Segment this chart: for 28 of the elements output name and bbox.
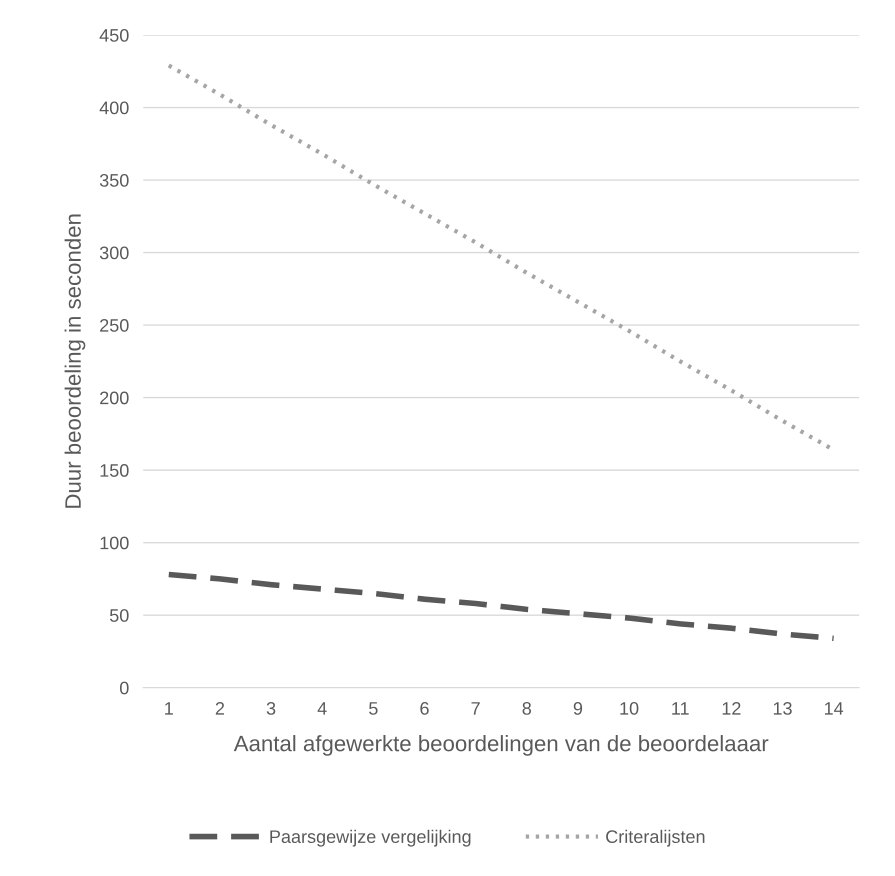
x-tick-label: 3 <box>266 702 276 715</box>
y-tick-label: 400 <box>100 101 129 114</box>
y-tick-label: 450 <box>100 28 129 42</box>
y-tick-label: 250 <box>100 319 129 332</box>
legend-label: Criteralijsten <box>606 830 704 847</box>
x-tick-label: 7 <box>472 702 480 715</box>
legend-label: Paarsgewijze vergelijking <box>270 830 470 847</box>
y-tick-label: 200 <box>100 392 129 404</box>
x-tick-label: 8 <box>522 702 532 715</box>
x-tick-label: 2 <box>216 702 224 715</box>
y-tick-label: 150 <box>100 464 129 477</box>
x-tick-label: 14 <box>824 702 844 715</box>
x-tick-label: 5 <box>369 702 378 715</box>
y-axis-title: Duur beoordeling in seconden <box>64 214 86 508</box>
x-tick-label: 11 <box>672 702 689 715</box>
x-tick-label: 1 <box>165 702 173 715</box>
x-axis-title: Aantal afgewerkte beoordelingen van de beoordelaaar <box>234 735 768 756</box>
x-tick-label: 6 <box>420 702 429 715</box>
x-tick-label: 13 <box>774 702 792 715</box>
x-tick-label: 4 <box>318 702 327 715</box>
y-tick-label: 350 <box>100 174 129 187</box>
x-tick-label: 10 <box>620 702 638 715</box>
x-tick-label: 9 <box>574 702 582 715</box>
x-tick-label: 12 <box>722 702 740 715</box>
y-tick-label: 100 <box>100 536 129 550</box>
y-tick-label: 50 <box>110 609 129 622</box>
y-tick-label: 300 <box>100 246 129 260</box>
y-tick-label: 0 <box>120 682 129 694</box>
